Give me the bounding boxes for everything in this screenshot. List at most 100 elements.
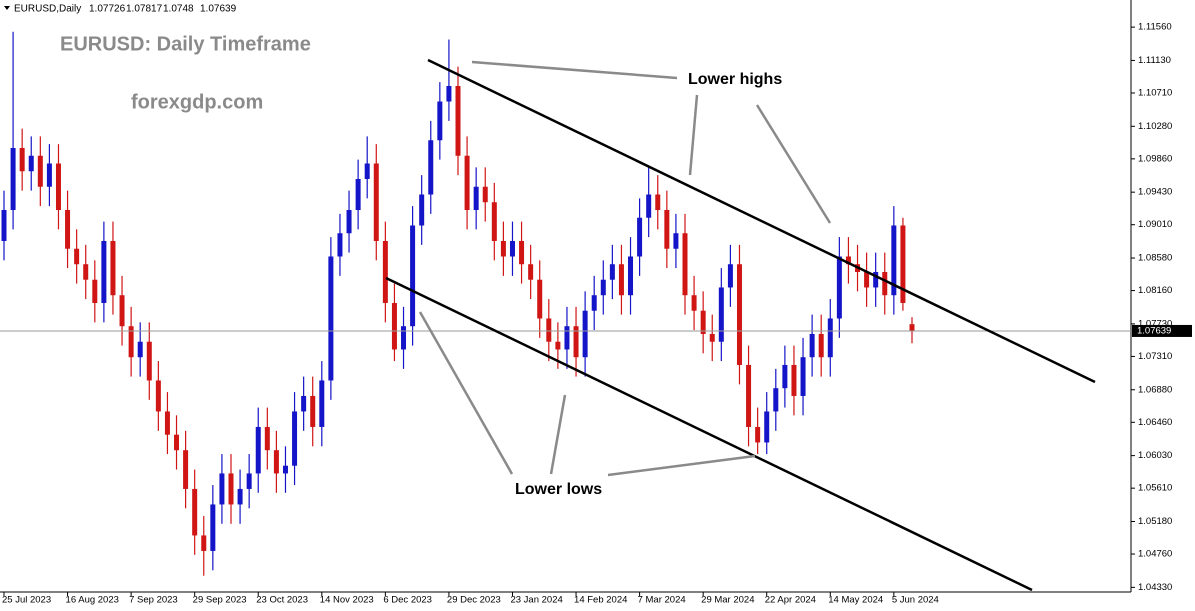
candle-body — [646, 194, 652, 218]
candle-body — [555, 341, 561, 350]
y-tick-label: 1.09010 — [1138, 219, 1172, 230]
candle-body — [845, 256, 851, 265]
candle-body — [564, 326, 570, 350]
candle-body — [764, 411, 770, 443]
candle-body — [228, 473, 234, 505]
candle-body — [573, 326, 579, 358]
candle-body — [582, 310, 588, 358]
ohlc-low: 1.0748 — [163, 4, 194, 15]
candle-body — [700, 310, 706, 334]
candle-body — [46, 163, 52, 187]
candle-body — [128, 326, 134, 358]
symbol-label: EURUSD,Daily — [14, 4, 81, 15]
candle-body — [164, 411, 170, 435]
candle-body — [473, 186, 479, 210]
candle-body — [346, 209, 352, 234]
pointer — [688, 94, 699, 176]
pointer — [471, 60, 678, 80]
candle-body — [355, 178, 361, 210]
y-tick-label: 1.11130 — [1138, 55, 1171, 66]
x-tick-label: 16 Aug 2023 — [66, 595, 119, 606]
candle-body — [836, 256, 842, 319]
candle-body — [419, 194, 425, 226]
candle-body — [428, 140, 434, 195]
candle-body — [101, 240, 107, 303]
candle-body — [618, 264, 624, 296]
y-tick-label: 1.05180 — [1138, 516, 1172, 527]
candle-body — [119, 295, 125, 327]
candle-body — [74, 248, 80, 265]
lower-trend-line — [385, 276, 1033, 592]
candle-body — [909, 324, 915, 331]
x-tick-label: 14 May 2024 — [828, 595, 883, 606]
candle-body — [628, 256, 634, 296]
candle-body — [827, 318, 833, 358]
candle-body — [709, 333, 715, 342]
y-tick-label: 1.09860 — [1138, 153, 1172, 164]
candle-body — [65, 209, 71, 249]
candle-body — [800, 357, 806, 396]
candle-body — [600, 279, 606, 296]
candle-body — [282, 465, 288, 474]
candle-body — [727, 264, 733, 288]
candle-body — [364, 163, 370, 179]
x-tick-label: 7 Mar 2024 — [638, 595, 686, 606]
candle-body — [773, 388, 779, 412]
plot — [0, 31, 1131, 576]
candle-body — [746, 364, 752, 427]
candle-body — [337, 233, 343, 257]
candle-body — [755, 426, 761, 443]
ohlc-open: 1.07726 — [89, 4, 126, 15]
candle-body — [273, 450, 279, 474]
menu-icon[interactable] — [4, 6, 10, 10]
candle-body — [373, 163, 379, 241]
pointer — [607, 454, 756, 477]
candle-body — [637, 217, 643, 257]
y-tick-label: 1.11560 — [1138, 22, 1172, 33]
candle-body — [519, 240, 525, 265]
candle-body — [546, 318, 552, 342]
x-tick-label: 14 Feb 2024 — [574, 595, 627, 606]
candle-body — [491, 202, 497, 241]
chart-subtitle: forexgdp.com — [131, 91, 263, 113]
x-tick-label: 29 Sep 2023 — [193, 595, 247, 606]
price-label-box — [1132, 324, 1192, 337]
price-label: 1.07639 — [1137, 325, 1171, 336]
candle-body — [19, 148, 25, 172]
candle-body — [591, 295, 597, 311]
candle-body — [437, 101, 443, 141]
candle-body — [110, 240, 116, 296]
candle-body — [664, 209, 670, 249]
candle-body — [37, 155, 43, 187]
candle-body — [310, 395, 316, 427]
y-tick-label: 1.04760 — [1138, 549, 1172, 560]
candle-body — [155, 380, 161, 412]
candle-body — [809, 333, 815, 358]
x-tick-label: 23 Oct 2023 — [256, 595, 308, 606]
candle-body — [264, 426, 270, 451]
pointer — [418, 311, 514, 475]
candle-body — [382, 240, 388, 303]
pointer — [755, 104, 832, 224]
candle-body — [292, 411, 298, 466]
candle-body — [237, 488, 243, 505]
candle-body — [410, 225, 416, 327]
y-tick-label: 1.07310 — [1138, 351, 1172, 362]
y-tick-label: 1.10710 — [1138, 87, 1172, 98]
y-tick-label: 1.09430 — [1138, 187, 1172, 198]
x-tick-label: 14 Nov 2023 — [320, 595, 374, 606]
candle-body — [201, 535, 207, 551]
annotation: Lower highs — [688, 71, 782, 88]
candle-body — [210, 504, 216, 551]
candle-body — [718, 287, 724, 342]
ohlc-high: 1.07817 — [126, 4, 163, 15]
y-tick-label: 1.06880 — [1138, 384, 1172, 395]
candle-body — [882, 271, 888, 296]
x-tick-label: 22 Apr 2024 — [765, 595, 816, 606]
candle-body — [864, 271, 870, 288]
pointer — [549, 394, 567, 475]
candle-body — [174, 434, 180, 451]
candle-body — [301, 395, 307, 412]
candle-body — [736, 264, 742, 365]
